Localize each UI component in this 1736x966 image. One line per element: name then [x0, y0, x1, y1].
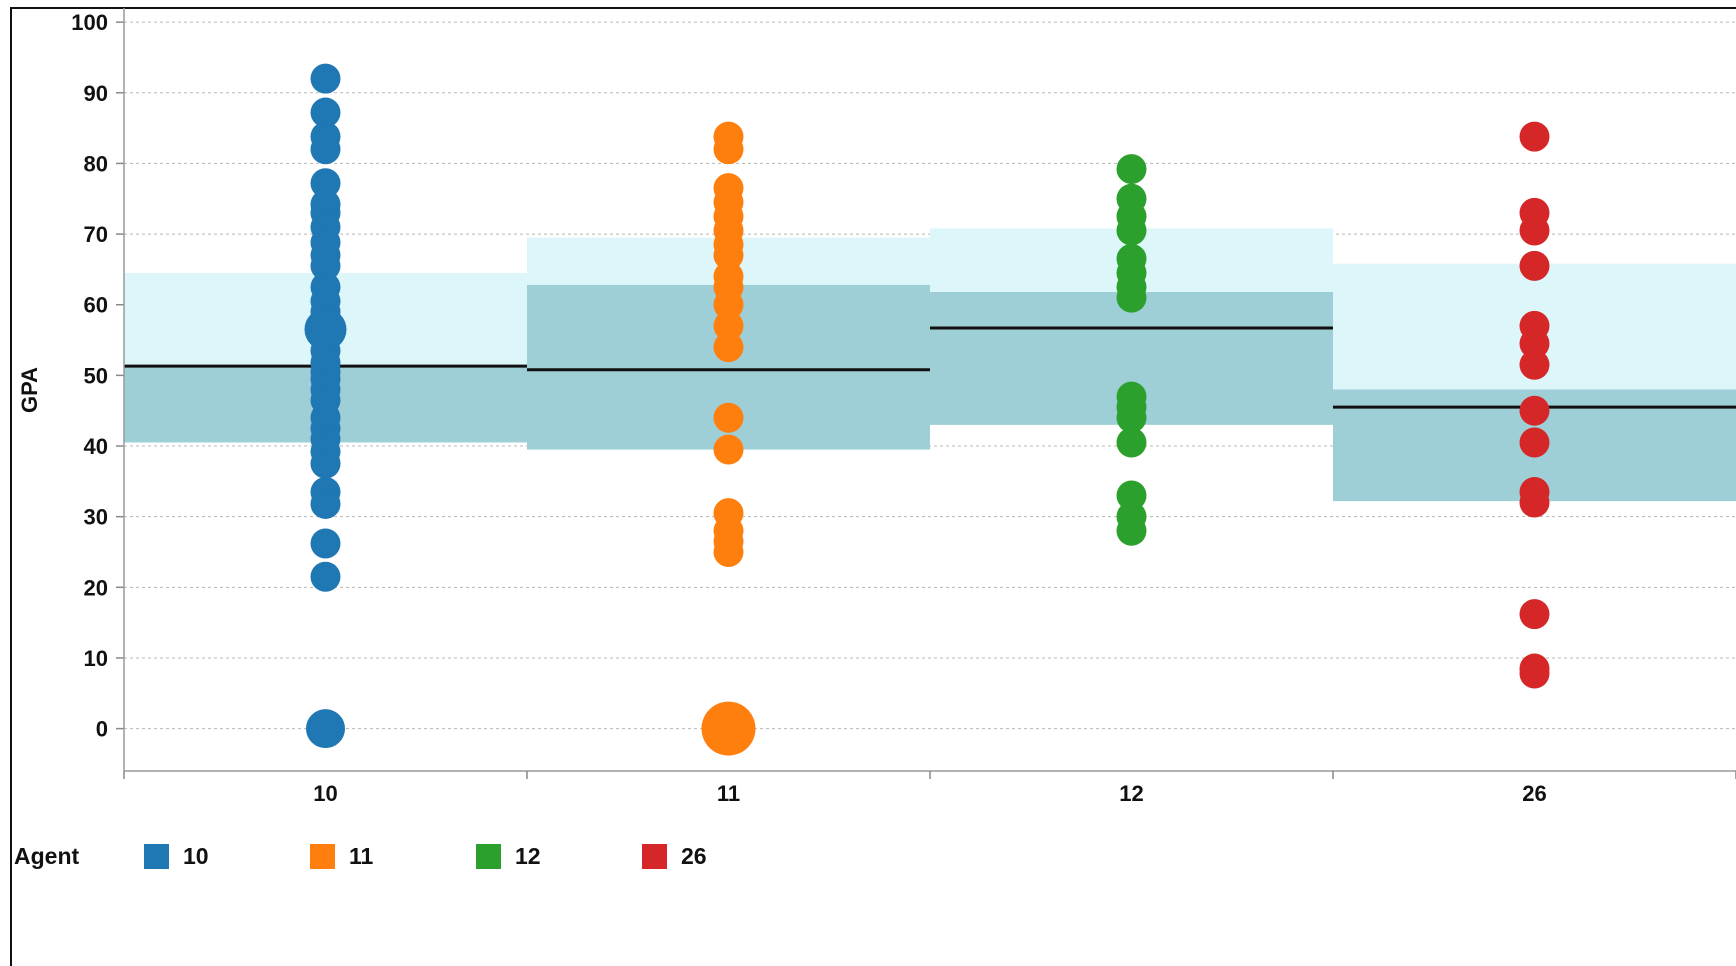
point-11: [713, 134, 744, 165]
legend-swatch-12: [476, 843, 501, 869]
legend-item-11[interactable]: 11: [310, 843, 476, 870]
axes: 0 10 20 30 40 50 60 70 80 90 100 10 11 12 26: [71, 8, 1736, 806]
point-10: [310, 250, 341, 281]
legend-swatch-11: [310, 843, 335, 869]
y-axis-title: GPA: [17, 367, 42, 413]
point-10: [310, 528, 341, 559]
x-tick-label-10: 10: [313, 781, 337, 806]
point-12: [1116, 154, 1147, 185]
y-tick-label: 40: [84, 434, 108, 459]
point-10: [310, 168, 341, 199]
y-tick-label: 10: [84, 646, 108, 671]
bands: [124, 228, 1736, 502]
legend-item-10[interactable]: 10: [144, 843, 310, 870]
y-tick-label: 50: [84, 363, 108, 388]
point-12: [1116, 215, 1147, 246]
point-10: [310, 63, 341, 94]
x-tick-label-11: 11: [717, 781, 740, 806]
legend-swatch-10: [144, 843, 169, 869]
point-11: [713, 240, 744, 271]
point-11: [713, 536, 744, 567]
y-tick-label: 30: [84, 505, 108, 530]
point-10: [304, 308, 347, 351]
chart-plot: 0 10 20 30 40 50 60 70 80 90 100 10 11 12 26 GPA: [17, 8, 1736, 806]
y-tick-label: 0: [96, 717, 108, 742]
point-11: [701, 701, 756, 756]
x-tick-label-26: 26: [1522, 781, 1546, 806]
point-26: [1519, 658, 1550, 689]
y-tick-label: 70: [84, 222, 108, 247]
y-tick-label: 80: [84, 151, 108, 176]
point-11: [713, 434, 744, 465]
point-10: [310, 97, 341, 128]
y-tick-label: 90: [84, 81, 108, 106]
point-26: [1519, 250, 1550, 281]
legend-label-12: 12: [515, 842, 541, 869]
point-10: [310, 134, 341, 165]
legend-swatch-26: [642, 843, 667, 869]
point-26: [1519, 349, 1550, 380]
point-26: [1519, 599, 1550, 630]
point-10: [310, 488, 341, 519]
point-12: [1116, 480, 1147, 511]
point-12: [1116, 515, 1147, 546]
point-26: [1519, 487, 1550, 518]
point-11: [713, 332, 744, 363]
point-12: [1116, 427, 1147, 458]
legend-title: Agent: [14, 842, 80, 869]
x-tick-label-12: 12: [1119, 781, 1143, 806]
point-26: [1519, 395, 1550, 426]
point-26: [1519, 215, 1550, 246]
data-points: [304, 63, 1550, 756]
point-10: [310, 561, 341, 592]
point-26: [1519, 121, 1550, 152]
point-26: [1519, 427, 1550, 458]
y-tick-label: 20: [84, 575, 108, 600]
point-26: [1519, 328, 1550, 359]
legend-item-26[interactable]: 26: [642, 843, 808, 870]
point-10: [310, 448, 341, 479]
legend-label-26: 26: [681, 842, 707, 869]
y-tick-label: 100: [71, 10, 108, 35]
point-11: [713, 289, 744, 320]
y-tick-label: 60: [84, 293, 108, 318]
point-12: [1116, 402, 1147, 433]
chart-frame: [10, 7, 1736, 966]
legend-label-11: 11: [349, 842, 374, 869]
legend-label-10: 10: [183, 842, 209, 869]
point-10: [306, 709, 345, 749]
legend: Agent 10 11 12 26: [14, 836, 808, 876]
legend-item-12[interactable]: 12: [476, 843, 642, 870]
point-12: [1116, 282, 1147, 313]
point-11: [713, 310, 744, 341]
point-11: [713, 402, 744, 433]
